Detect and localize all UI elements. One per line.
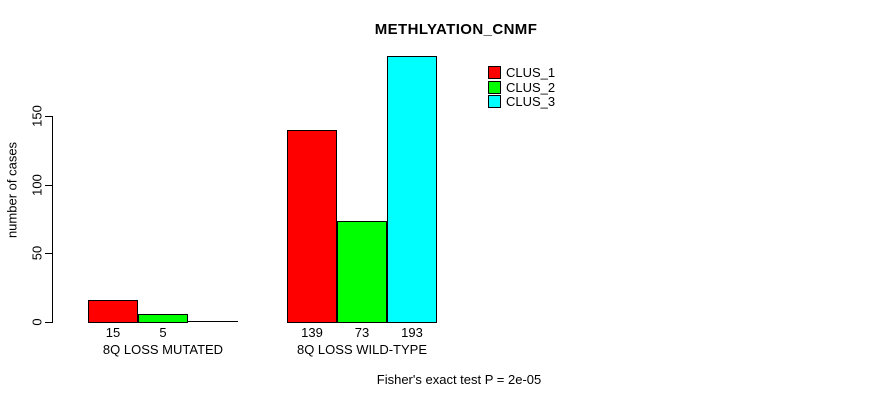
legend-swatch <box>488 80 501 94</box>
bar-clus_2 <box>138 314 188 323</box>
legend-item-clus_3: CLUS_3 <box>488 95 555 108</box>
legend-item-clus_2: CLUS_2 <box>488 79 556 95</box>
bar-value-label: 5 <box>159 325 167 340</box>
legend-item-label: CLUS_2 <box>506 79 556 95</box>
x-group-label: 8Q LOSS WILD-TYPE <box>296 342 428 357</box>
bar-value-label: 193 <box>401 325 423 340</box>
bar-clus_3 <box>387 56 437 323</box>
y-tick-label: 0 <box>29 318 45 326</box>
legend-swatch <box>488 95 501 108</box>
bar-value-label: 139 <box>301 325 323 340</box>
y-tick-label: 150 <box>29 105 45 127</box>
legend-swatch <box>488 66 501 79</box>
y-tick <box>45 253 52 254</box>
annotation-text: Fisher's exact test P = 2e-05 <box>376 372 542 387</box>
chart-title: METHLYATION_CNMF <box>374 21 538 38</box>
x-group-label: 8Q LOSS MUTATED <box>102 342 224 357</box>
bar-clus_2 <box>337 221 387 323</box>
legend-item-clus_1: CLUS_1 <box>488 66 555 79</box>
y-tick-label: 50 <box>29 245 45 261</box>
bar-value-label: 73 <box>354 325 370 340</box>
bar-value-label: 15 <box>105 325 121 340</box>
legend: CLUS_1 CLUS_2 CLUS_3 <box>488 66 555 110</box>
bar-clus_3-zero <box>188 321 238 322</box>
y-tick <box>45 116 52 117</box>
bar-clus_1 <box>287 130 337 323</box>
y-tick <box>45 322 52 323</box>
legend-item-label: CLUS_1 <box>506 65 556 80</box>
bar-clus_1 <box>88 300 138 323</box>
legend-item-label: CLUS_3 <box>506 94 556 109</box>
y-tick-label: 100 <box>29 174 45 196</box>
y-axis-line <box>52 116 53 323</box>
y-tick <box>45 185 52 186</box>
y-axis-label: number of cases <box>4 141 20 239</box>
